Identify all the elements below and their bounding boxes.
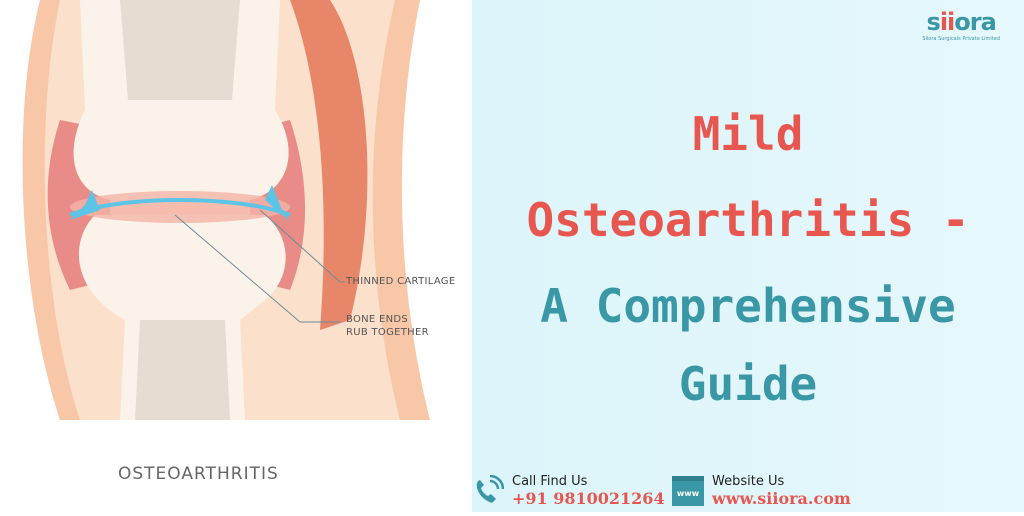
title-panel: siiora Siiora Surgicals Private Limited … <box>472 0 1024 512</box>
website-label: Website Us <box>712 474 785 489</box>
title-line-4: Guide <box>678 357 818 411</box>
label-rub-together: RUB TOGETHER <box>346 327 429 338</box>
title-line-1: Mild <box>692 107 804 161</box>
contact-website[interactable]: www Website Us www.siiora.com <box>672 474 851 508</box>
illustration-caption: OSTEOARTHRITIS <box>118 464 279 484</box>
knee-joint-illustration <box>22 0 430 420</box>
phone-label: Call Find Us <box>512 474 588 489</box>
website-link[interactable]: www.siiora.com <box>712 489 851 508</box>
label-thinned-cartilage: THINNED CARTILAGE <box>346 276 456 287</box>
phone-icon <box>476 475 504 503</box>
website-icon: www <box>672 476 704 506</box>
title-line-2: Osteoarthritis - <box>526 193 970 247</box>
knee-illustration-panel: THINNED CARTILAGE BONE ENDS RUB TOGETHER… <box>0 0 472 512</box>
label-bone-ends: BONE ENDS <box>346 314 409 325</box>
logo: siiora Siiora Surgicals Private Limited <box>922 8 1000 42</box>
phone-number[interactable]: +91 9810021264 <box>512 489 665 508</box>
contact-phone[interactable]: Call Find Us +91 9810021264 <box>472 474 665 508</box>
title-line-3: A Comprehensive <box>540 279 956 333</box>
logo-tagline: Siiora Surgicals Private Limited <box>922 36 1000 42</box>
